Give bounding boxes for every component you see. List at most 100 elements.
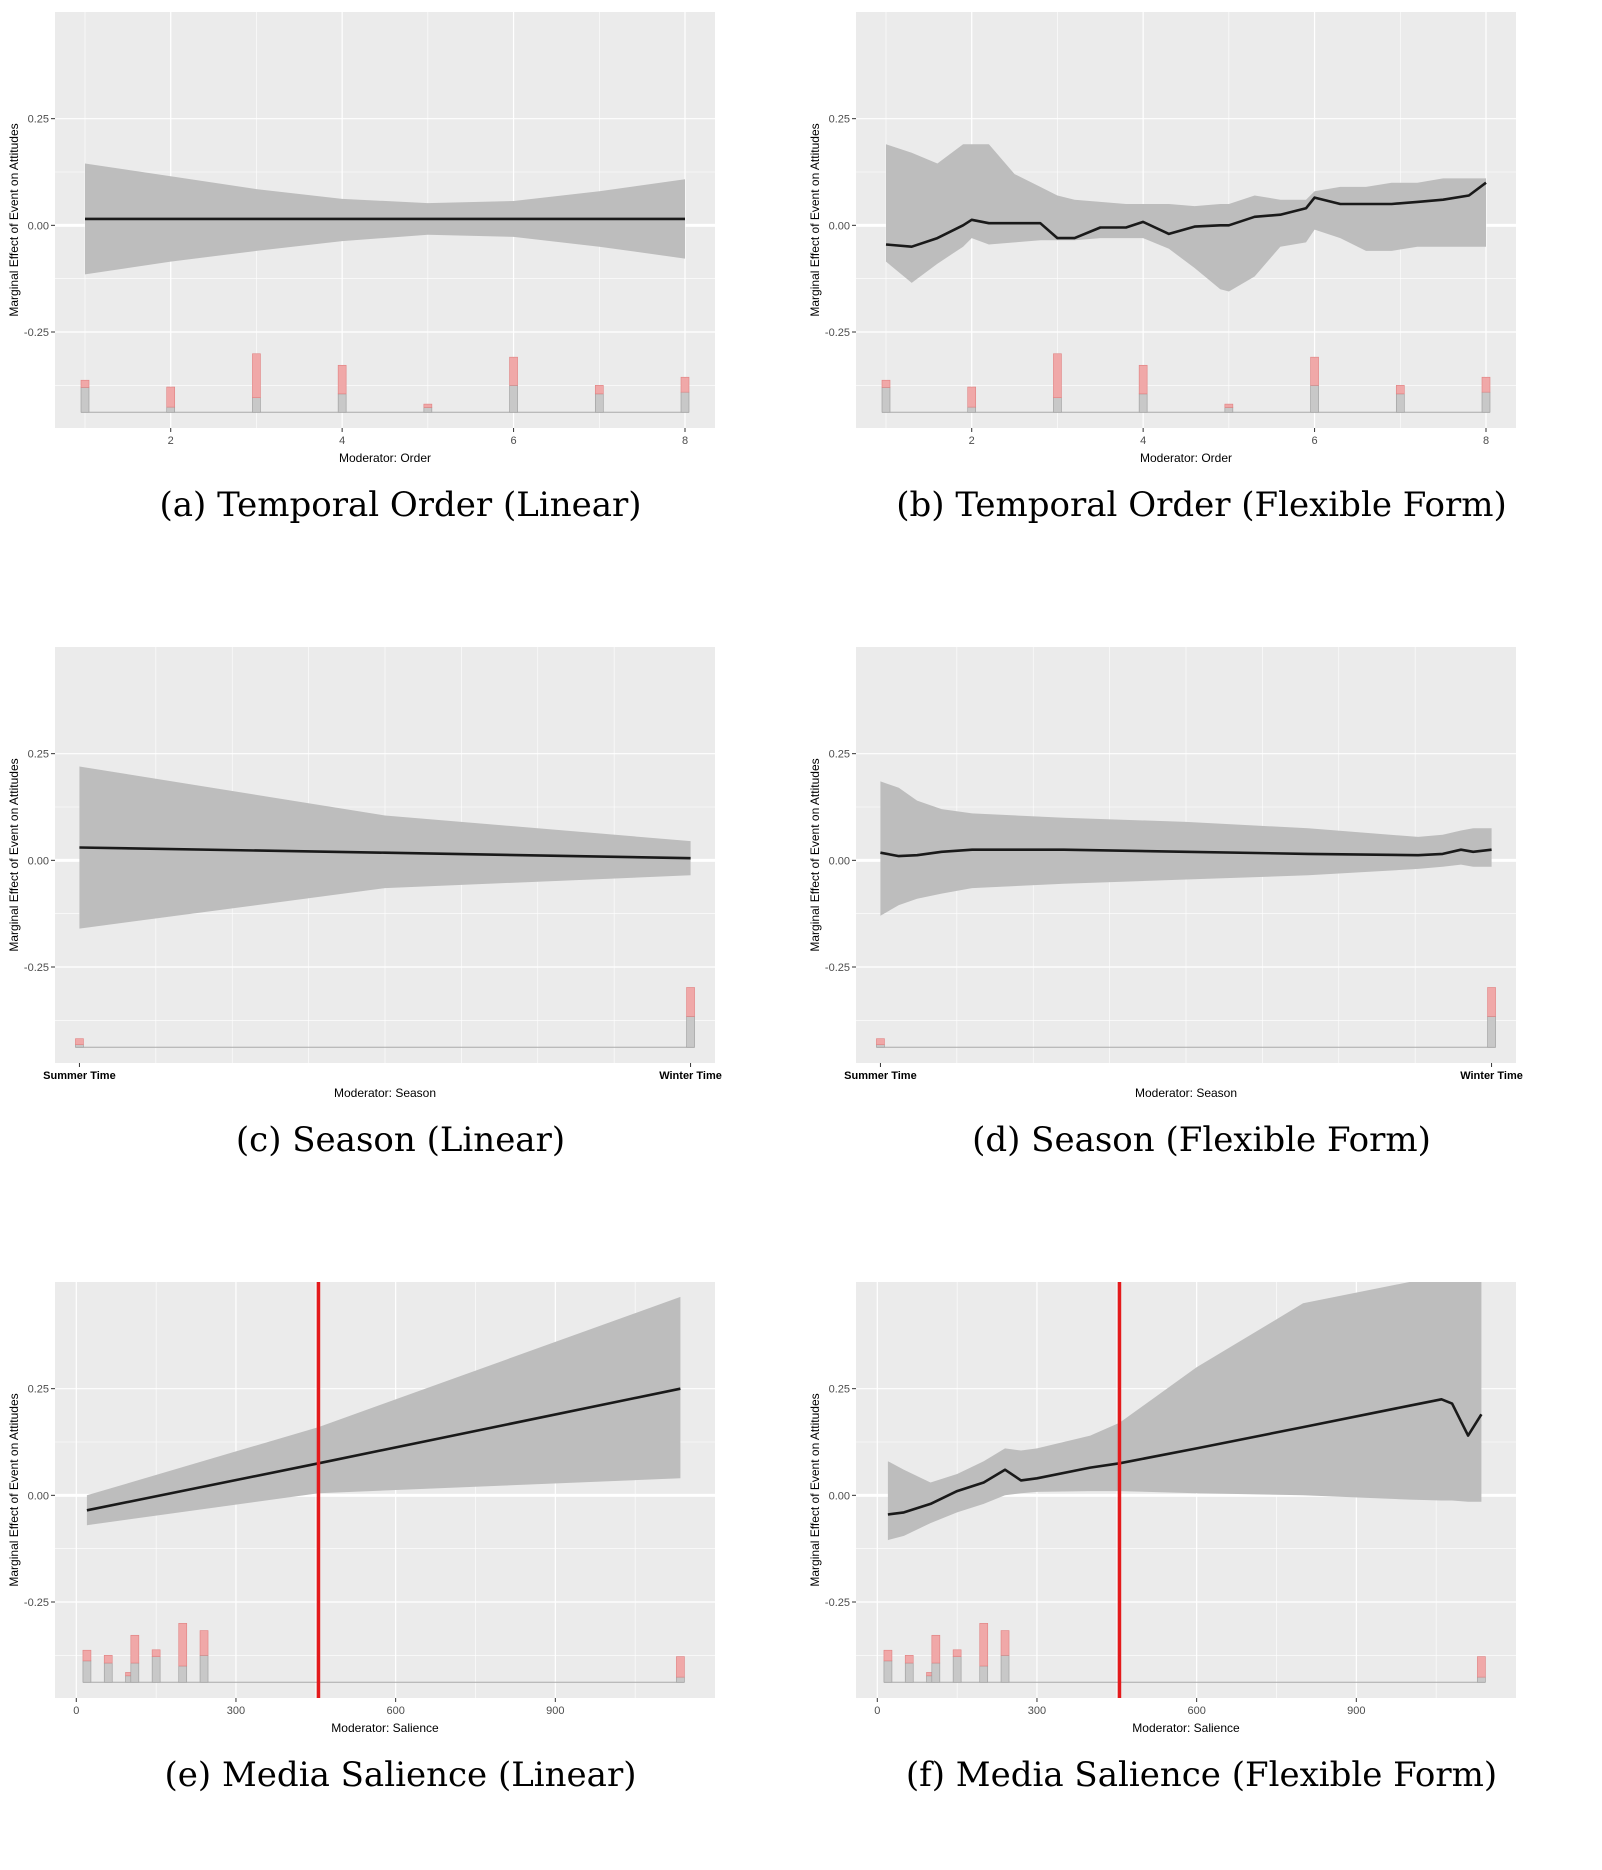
histogram-bar-treated — [680, 376, 690, 393]
y-tick-label: -0.25 — [24, 327, 49, 339]
chart-svg: 0.25 0.00 -0.25 2 4 6 8 Moderator: Order Margina… — [7, 12, 715, 465]
x-tick-label: 2 — [168, 435, 174, 447]
histogram-bar-control — [337, 393, 347, 413]
histogram-bar-control — [1138, 393, 1148, 413]
histogram-bar-treated — [75, 1038, 84, 1045]
chart-svg: 0.25 0.00 -0.25 0 300 600 900 Moderator: Salien… — [7, 1282, 715, 1735]
histogram-bar-treated — [876, 1038, 885, 1045]
histogram-bar-treated — [178, 1623, 188, 1667]
marginal-effect-line — [79, 846, 691, 860]
chart-panel-c: 0.25 0.00 -0.25 Summer Time Winter Time Moder… — [0, 635, 801, 1235]
x-axis-title: Moderator: Order — [1140, 451, 1232, 465]
chart-caption: (f) Media Salience (Flexible Form) — [905, 1755, 1498, 1795]
histogram-bar-treated — [1310, 356, 1319, 386]
y-tick-label: -0.25 — [825, 327, 850, 339]
histogram-bar-control — [931, 1662, 941, 1683]
histogram-bar-control — [876, 1044, 885, 1048]
histogram-bar-control — [1053, 397, 1062, 413]
x-tick-label: 0 — [73, 1705, 79, 1717]
y-tick-label: 0.00 — [28, 220, 49, 232]
histogram-bar-control — [680, 391, 690, 413]
x-tick-label: 6 — [1312, 435, 1318, 447]
histogram-bar-treated — [509, 356, 518, 386]
histogram-bar-control — [1310, 385, 1319, 413]
y-tick-label: 0.00 — [829, 855, 850, 867]
x-tick-label: 4 — [1140, 435, 1146, 447]
histogram-bar-treated — [80, 379, 90, 388]
confidence-band — [79, 766, 691, 929]
marginal-effect-line — [887, 1398, 1483, 1516]
histogram-bar-treated — [1138, 364, 1148, 395]
histogram-bar-treated — [130, 1634, 140, 1664]
histogram-bar-treated — [1000, 1630, 1010, 1656]
histogram-bar-control — [80, 387, 90, 413]
histogram-bar-treated — [594, 385, 604, 395]
y-tick-label: 0.25 — [829, 1384, 850, 1396]
histogram-bar-treated — [904, 1655, 914, 1664]
chart-panel-a: 0.25 0.00 -0.25 2 4 6 8 Moderator: Order Margina… — [0, 0, 801, 600]
x-tick-label: 300 — [227, 1705, 245, 1717]
y-tick-label: 0.25 — [829, 114, 850, 126]
histogram-bar-treated — [82, 1649, 92, 1662]
x-axis-title: Moderator: Season — [1135, 1086, 1237, 1100]
y-tick-label: 0.25 — [28, 1384, 49, 1396]
chart-panel-e: 0.25 0.00 -0.25 0 300 600 900 Moderator: Salien… — [0, 1270, 801, 1870]
histogram-bar-treated — [979, 1623, 989, 1667]
histogram-bar-control — [904, 1662, 914, 1683]
x-axis-title: Moderator: Order — [339, 451, 431, 465]
x-tick-label: 2 — [969, 435, 975, 447]
y-tick-label: 0.00 — [829, 220, 850, 232]
histogram-bar-treated — [967, 386, 977, 408]
y-axis-title: Marginal Effect of Event on Attitudes — [7, 123, 21, 316]
x-tick-label: 900 — [1347, 1705, 1365, 1717]
histogram-bar-control — [676, 1676, 685, 1683]
histogram-bar-treated — [1395, 385, 1405, 395]
histogram-bar-treated — [952, 1649, 962, 1657]
histogram-bar-control — [509, 385, 518, 413]
histogram-bar-control — [1487, 1016, 1496, 1048]
x-tick-label: Summer Time — [43, 1070, 116, 1082]
y-axis-title: Marginal Effect of Event on Attitudes — [808, 123, 822, 316]
y-tick-label: 0.25 — [28, 114, 49, 126]
x-tick-label: 300 — [1028, 1705, 1046, 1717]
histogram-bar-control — [881, 387, 891, 413]
chart-panel-f: 0.25 0.00 -0.25 0 300 600 900 Moderator: Salien… — [801, 1270, 1602, 1870]
x-tick-label: 8 — [1483, 435, 1489, 447]
histogram-bar-treated — [931, 1634, 941, 1664]
histogram-bar-control — [967, 406, 977, 413]
histogram-bar-control — [130, 1662, 140, 1683]
histogram-bar-control — [686, 1016, 695, 1048]
histogram-bar-control — [952, 1656, 962, 1683]
histogram-bar-control — [199, 1655, 209, 1683]
chart-svg: 0.25 0.00 -0.25 Summer Time Winter Time Moder… — [7, 647, 722, 1100]
confidence-band — [880, 781, 1492, 916]
x-tick-label: Winter Time — [659, 1070, 722, 1082]
chart-caption: (c) Season (Linear) — [235, 1120, 566, 1160]
histogram-bar-treated — [337, 364, 347, 395]
histogram-bar-control — [979, 1665, 989, 1683]
chart-svg: 0.25 0.00 -0.25 0 300 600 900 Moderator: Salien… — [808, 1282, 1516, 1735]
x-tick-label: Winter Time — [1460, 1070, 1523, 1082]
y-tick-label: 0.00 — [829, 1490, 850, 1502]
histogram-bar-treated — [1053, 353, 1062, 399]
confidence-band — [886, 144, 1486, 292]
histogram-bar-treated — [1487, 987, 1496, 1017]
marginal-effect-line — [880, 848, 1492, 858]
histogram-bar-treated — [1481, 376, 1491, 393]
x-tick-label: 6 — [511, 435, 517, 447]
y-axis-title: Marginal Effect of Event on Attitudes — [7, 1393, 21, 1586]
histogram-bar-treated — [199, 1630, 209, 1656]
x-axis-title: Moderator: Salience — [1132, 1721, 1240, 1735]
y-tick-label: 0.25 — [28, 749, 49, 761]
histogram-bar-control — [883, 1660, 893, 1683]
chart-svg: 0.25 0.00 -0.25 Summer Time Winter Time Moder… — [808, 647, 1523, 1100]
histogram-bar-treated — [686, 987, 695, 1017]
histogram-bar-treated — [423, 403, 433, 408]
confidence-band — [887, 1282, 1482, 1541]
y-axis-title: Marginal Effect of Event on Attitudes — [808, 758, 822, 951]
y-axis-title: Marginal Effect of Event on Attitudes — [808, 1393, 822, 1586]
histogram-bar-control — [1395, 393, 1405, 413]
y-tick-label: 0.00 — [28, 855, 49, 867]
chart-caption: (d) Season (Flexible Form) — [972, 1120, 1431, 1160]
x-tick-label: Summer Time — [844, 1070, 917, 1082]
